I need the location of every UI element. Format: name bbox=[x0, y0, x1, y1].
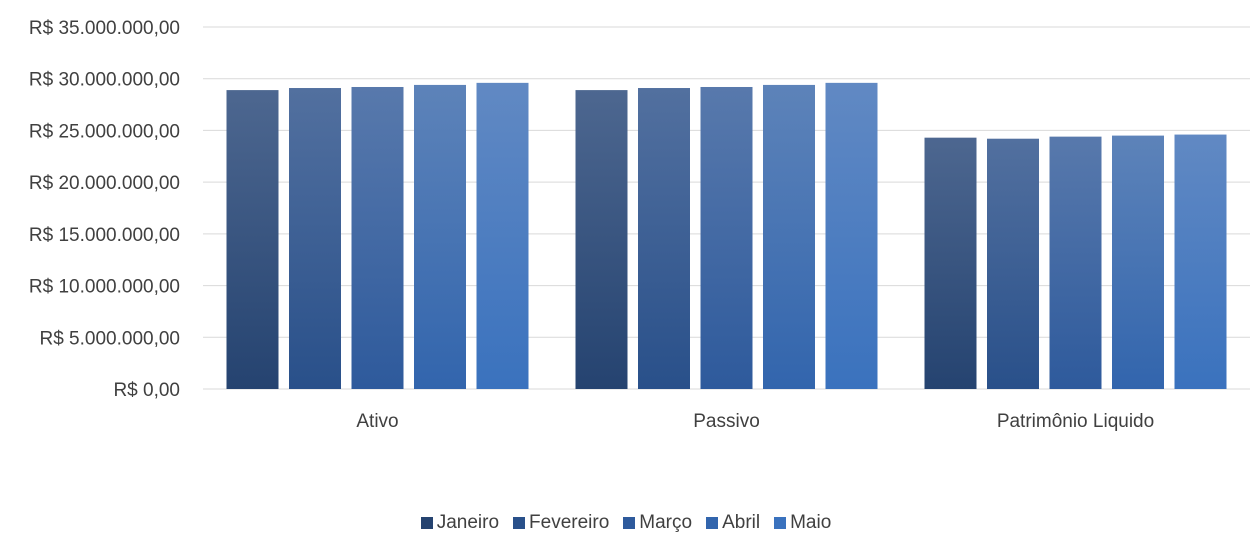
legend-item: Janeiro bbox=[420, 512, 500, 534]
legend-label: Março bbox=[639, 512, 693, 533]
y-tick-label: R$ 25.000.000,00 bbox=[29, 121, 180, 142]
bar-abril-1 bbox=[763, 84, 815, 390]
legend-swatch bbox=[623, 517, 636, 529]
bar-fevereiro-0 bbox=[289, 88, 341, 389]
y-tick-label: R$ 20.000.000,00 bbox=[29, 173, 180, 194]
legend-swatch bbox=[420, 517, 433, 529]
x-tick-label: Ativo bbox=[356, 411, 398, 432]
y-tick-label: R$ 15.000.000,00 bbox=[29, 225, 180, 246]
bar-abril-2 bbox=[1112, 135, 1164, 389]
legend-label: Maio bbox=[790, 512, 832, 533]
legend-swatch bbox=[513, 517, 526, 529]
legend-swatch bbox=[774, 517, 787, 529]
legend-swatch bbox=[706, 517, 719, 529]
legend-label: Janeiro bbox=[436, 512, 500, 533]
legend-item: Março bbox=[623, 512, 692, 534]
legend-item: Fevereiro bbox=[513, 512, 609, 534]
legend-label: Abril bbox=[722, 512, 761, 533]
bar-maio-2 bbox=[1174, 134, 1227, 389]
legend-item: Maio bbox=[774, 512, 831, 534]
bar-março-1 bbox=[700, 86, 753, 389]
bar-fevereiro-2 bbox=[987, 138, 1039, 389]
x-tick-label: Passivo bbox=[693, 411, 760, 432]
bar-março-2 bbox=[1049, 136, 1102, 389]
y-tick-label: R$ 10.000.000,00 bbox=[29, 277, 180, 298]
bar-maio-0 bbox=[476, 82, 529, 389]
bar-janeiro-0 bbox=[226, 90, 279, 389]
y-tick-label: R$ 30.000.000,00 bbox=[29, 70, 180, 91]
bar-maio-1 bbox=[825, 82, 878, 389]
bar-março-0 bbox=[351, 86, 404, 389]
y-tick-label: R$ 5.000.000,00 bbox=[39, 328, 180, 349]
y-tick-label: R$ 35.000.000,00 bbox=[29, 18, 180, 39]
legend-item: Abril bbox=[706, 512, 760, 534]
bar-abril-0 bbox=[414, 84, 466, 390]
bar-janeiro-2 bbox=[924, 137, 977, 389]
x-tick-label: Patrimônio Liquido bbox=[997, 411, 1154, 432]
legend: Janeiro Fevereiro Março Abril Maio bbox=[0, 512, 1252, 534]
y-tick-label: R$ 0,00 bbox=[113, 380, 180, 401]
bar-janeiro-1 bbox=[575, 90, 628, 389]
legend-label: Fevereiro bbox=[529, 512, 610, 533]
bar-fevereiro-1 bbox=[638, 88, 690, 389]
